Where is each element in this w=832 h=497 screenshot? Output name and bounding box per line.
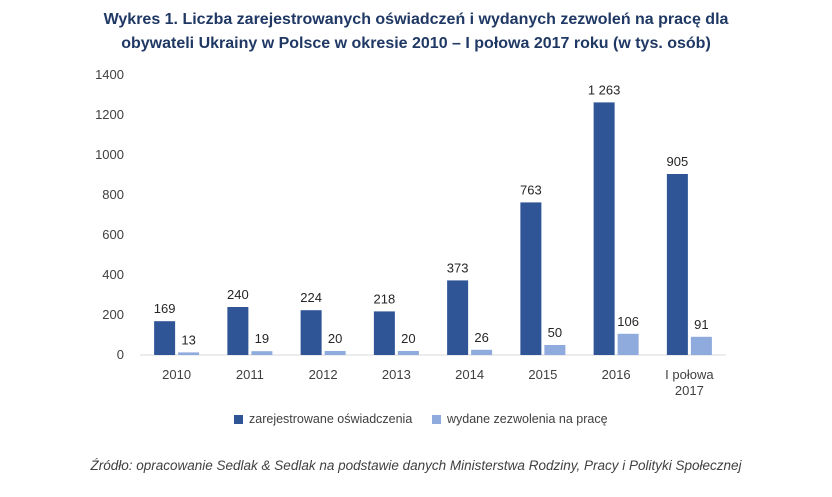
legend: zarejestrowane oświadczenia wydane zezwo… [0, 412, 832, 430]
legend-swatch-series-1 [234, 414, 243, 424]
data-label: 20 [328, 331, 342, 346]
data-label: 20 [401, 331, 415, 346]
legend-item-series-2: wydane zezwolenia na pracę [432, 412, 608, 426]
data-label: 26 [474, 330, 488, 345]
bar-series-2 [544, 345, 566, 355]
bar-chart: 0 200 400 600 800 1000 1200 1400 169 13 2010 240 19 2… [95, 67, 726, 398]
y-tick-label: 1400 [95, 67, 124, 82]
y-tick-label: 400 [102, 267, 124, 282]
x-tick-label: 2011 [236, 367, 264, 382]
x-tick-label: 2016 [602, 367, 631, 382]
data-label: 240 [227, 287, 249, 302]
data-label: 1 263 [588, 82, 621, 97]
data-label: 106 [617, 314, 639, 329]
x-tick-label: 2014 [455, 367, 484, 382]
bar-series-1 [593, 102, 615, 356]
legend-item-series-1: zarejestrowane oświadczenia [234, 412, 412, 426]
x-tick-label: 2017 [675, 383, 704, 398]
bar-series-1 [300, 310, 322, 355]
bar-series-1 [227, 307, 249, 355]
data-label: 763 [520, 182, 542, 197]
source-note: Źródło: opracowanie Sedlak & Sedlak na p… [90, 458, 742, 473]
x-tick-label: 2010 [162, 367, 191, 382]
data-label: 169 [154, 301, 176, 316]
bar-series-1 [447, 280, 469, 355]
bar-series-2 [178, 352, 200, 355]
x-tick-label: 2015 [528, 367, 557, 382]
chart-title-line-2: obywateli Ukrainy w Polsce w okresie 201… [121, 35, 711, 52]
y-tick-label: 1000 [95, 147, 124, 162]
data-label: 91 [694, 317, 708, 332]
chart-title: Wykres 1. Liczba zarejestrowanych oświad… [0, 8, 832, 56]
bar-series-1 [154, 321, 176, 355]
y-tick-label: 1200 [95, 107, 124, 122]
bar-series-1 [666, 174, 688, 355]
y-tick-label: 600 [102, 227, 124, 242]
x-tick-label: 2012 [309, 367, 338, 382]
x-tick-label: 2013 [382, 367, 411, 382]
legend-label-series-1: zarejestrowane oświadczenia [249, 412, 413, 426]
bar-series-1 [373, 311, 395, 355]
bar-series-1 [520, 202, 542, 355]
y-tick-label: 200 [102, 307, 124, 322]
x-tick-label: I połowa [665, 367, 714, 382]
data-label: 373 [447, 260, 469, 275]
data-label: 13 [181, 332, 195, 347]
data-label: 50 [548, 325, 562, 340]
chart-title-line-1: Wykres 1. Liczba zarejestrowanych oświad… [103, 11, 729, 28]
bar-series-2 [324, 351, 346, 355]
data-label: 224 [300, 290, 322, 305]
bar-series-2 [617, 333, 639, 355]
data-label: 19 [255, 331, 269, 346]
legend-label-series-2: wydane zezwolenia na pracę [447, 412, 608, 426]
data-label: 218 [374, 291, 396, 306]
bar-series-2 [251, 351, 273, 355]
bar-series-2 [397, 351, 419, 355]
y-tick-label: 800 [102, 187, 124, 202]
legend-swatch-series-2 [432, 414, 441, 424]
data-label: 905 [667, 154, 689, 169]
bar-series-2 [471, 349, 493, 355]
y-tick-label: 0 [117, 347, 124, 362]
bar-series-2 [690, 336, 712, 355]
